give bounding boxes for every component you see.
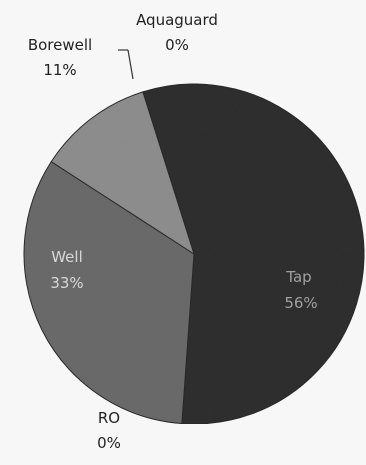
label-borewell-name: Borewell: [28, 36, 92, 54]
label-tap-name: Tap: [285, 268, 311, 286]
label-tap-value: 56%: [284, 294, 317, 312]
label-aquaguard-value: 0%: [165, 36, 189, 54]
label-borewell-value: 11%: [43, 61, 76, 79]
slice-borewell: [50, 91, 195, 256]
label-aquaguard-name: Aquaguard: [136, 11, 218, 29]
borewell-leader-line-down: [127, 49, 134, 80]
label-ro-value: 0%: [97, 434, 121, 452]
label-ro-name: RO: [98, 409, 120, 427]
label-well-value: 33%: [50, 274, 83, 292]
pie-slices: [23, 83, 365, 425]
label-well-name: Well: [51, 248, 83, 266]
slice-tap: [142, 83, 365, 425]
slice-well: [23, 160, 195, 425]
